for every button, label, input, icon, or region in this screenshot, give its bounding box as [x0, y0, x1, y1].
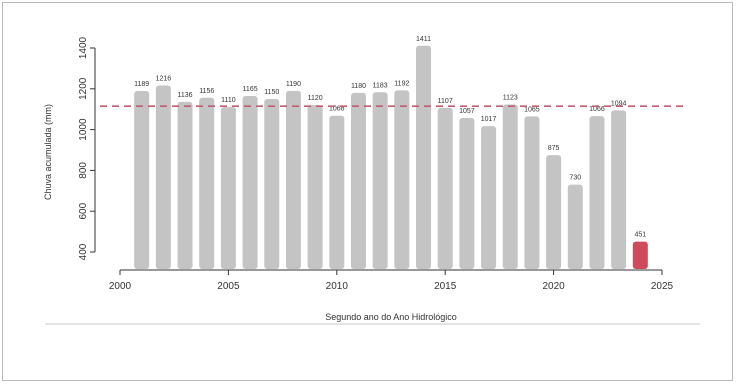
bar-label-2008: 1190 [286, 81, 301, 88]
y-tick-label: 800 [78, 162, 89, 179]
bar-2004 [199, 97, 215, 269]
bar-2019 [524, 116, 540, 269]
bar-label-2011: 1180 [351, 83, 366, 90]
bar-label-2004: 1156 [199, 88, 214, 95]
bar-label-2001: 1189 [134, 81, 149, 88]
bar-label-2013: 1192 [394, 80, 409, 87]
bar-2017 [481, 126, 497, 269]
bar-label-2005: 1110 [221, 97, 236, 104]
x-tick-label: 2005 [217, 281, 240, 292]
x-tick-label: 2015 [434, 281, 457, 292]
bar-2005 [220, 107, 236, 269]
bar-label-2016: 1057 [459, 108, 475, 115]
y-tick-label: 1200 [78, 77, 89, 100]
x-tick-label: 2010 [326, 281, 349, 292]
bar-label-2022: 1066 [589, 106, 605, 113]
bar-2023 [611, 110, 627, 269]
bar-2022 [589, 116, 605, 269]
bar-label-2009: 1120 [308, 95, 323, 102]
bar-2018 [502, 104, 518, 270]
bar-labels: 1189 1216 1136 1156 1110 1165 1150 1190 1120 1068… [134, 36, 646, 239]
bar-label-2015: 1107 [438, 98, 453, 105]
bar-label-2010: 1068 [329, 106, 345, 113]
bar-2014 [416, 45, 432, 270]
x-tick-label: 2000 [109, 281, 132, 292]
y-tick-label: 1000 [78, 118, 89, 141]
x-tick-label: 2020 [542, 281, 565, 292]
bar-label-2012: 1183 [373, 82, 388, 89]
y-axis-title: Chuva acumulada (mm) [43, 104, 53, 200]
bar-2006 [242, 95, 258, 269]
bar-label-2006: 1165 [243, 86, 258, 93]
bar-2021 [567, 184, 583, 269]
bar-2015 [437, 107, 453, 269]
bar-label-2007: 1150 [264, 89, 279, 96]
bar-label-2023: 1094 [611, 100, 627, 107]
bar-label-2018: 1123 [503, 95, 518, 102]
y-tick-label: 400 [78, 243, 89, 260]
bar-label-2003: 1136 [178, 92, 193, 99]
bar-label-2024: 451 [634, 232, 646, 239]
bar-label-2020: 875 [548, 145, 560, 152]
x-tick-label: 2025 [651, 281, 674, 292]
bar-2001 [134, 91, 150, 269]
bar-label-2019: 1065 [524, 106, 540, 113]
x-axis-title: Segundo ano do Ano Hidrológico [325, 312, 457, 322]
bars [134, 45, 648, 270]
bar-2009 [307, 105, 323, 270]
bar-2002 [155, 85, 171, 269]
bar-2007 [264, 99, 280, 269]
bar-2003 [177, 101, 193, 269]
bar-2013 [394, 90, 410, 269]
bar-label-2002: 1216 [156, 76, 172, 83]
bar-label-2014: 1411 [416, 36, 431, 43]
bar-label-2021: 730 [569, 175, 581, 182]
y-tick-label: 1400 [78, 36, 89, 59]
bar-2011 [350, 92, 366, 269]
bar-2024 [632, 241, 648, 269]
x-axis: 2000 2005 2010 2015 2020 2025 [109, 269, 674, 292]
y-axis: 400 600 800 1000 1200 1400 [78, 36, 96, 260]
bar-2008 [285, 90, 301, 269]
bar-2020 [546, 155, 562, 269]
bar-2010 [329, 115, 345, 269]
y-tick-label: 600 [78, 202, 89, 219]
bar-label-2017: 1017 [481, 116, 497, 123]
bar-2016 [459, 117, 475, 269]
bar-2012 [372, 92, 388, 269]
